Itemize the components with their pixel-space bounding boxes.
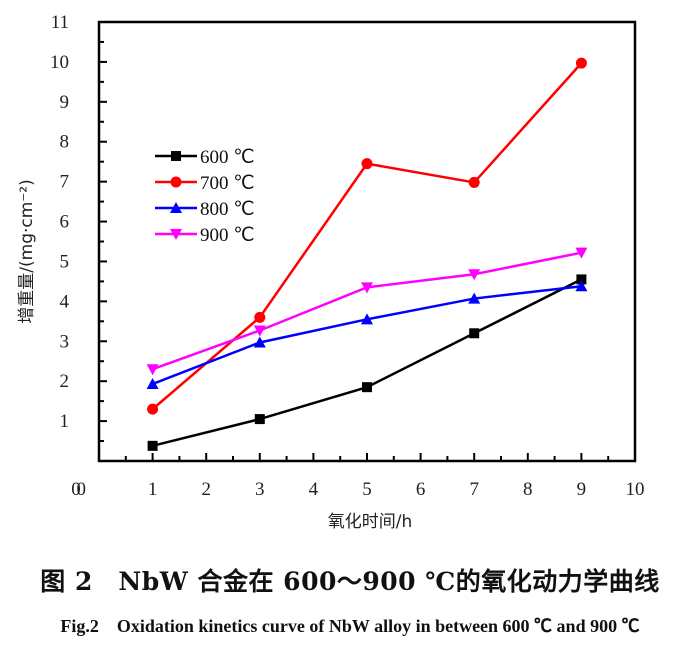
oxidation-kinetics-chart: 0 1 2 3 4 5 6 7 8 9 10 11 0 1 2 3 4 5 6 7 8 9 10 600 ℃ 700 ℃ 800… — [17, 12, 645, 532]
y-tick-label: 8 — [60, 132, 70, 153]
marker-triangle-down — [361, 282, 373, 294]
marker-triangle-up — [361, 313, 373, 325]
axes: 0 1 2 3 4 5 6 7 8 9 10 11 0 1 2 3 4 5 6 7 8 9 10 — [50, 12, 645, 500]
legend: 600 ℃ 700 ℃ 800 ℃ 900 ℃ — [155, 147, 255, 246]
marker-triangle-up — [146, 377, 159, 389]
legend-label: 700 ℃ — [200, 173, 255, 194]
legend-label: 900 ℃ — [200, 225, 255, 246]
y-tick-label: 3 — [60, 331, 70, 352]
x-tick-label: 3 — [255, 479, 265, 500]
x-tick-label: 0 — [71, 479, 81, 500]
marker-circle — [575, 57, 587, 69]
plot-frame — [97, 20, 637, 463]
marker-circle — [254, 311, 266, 323]
series-line — [152, 278, 582, 448]
y-tick-label: 9 — [60, 92, 70, 113]
marker-square — [576, 274, 587, 285]
legend-item: 900 ℃ — [155, 225, 255, 246]
y-tick-label: 11 — [51, 12, 69, 33]
series-800c — [146, 280, 588, 389]
x-tick-label: 6 — [416, 479, 426, 500]
marker-triangle-up — [575, 280, 588, 292]
series-600c — [147, 274, 587, 451]
y-tick-label: 4 — [60, 291, 70, 312]
x-tick-label: 7 — [469, 479, 479, 500]
marker-circle — [147, 403, 159, 415]
x-tick-label: 8 — [523, 479, 533, 500]
marker-triangle-up — [468, 292, 481, 304]
marker-triangle-down — [253, 325, 266, 337]
x-tick-label: 10 — [626, 479, 645, 500]
marker-square — [254, 414, 265, 425]
marker-triangle-down — [575, 247, 588, 259]
x-tick-label: 4 — [309, 479, 319, 500]
x-tick-label: 1 — [148, 479, 158, 500]
marker-circle — [361, 158, 373, 170]
marker-square — [469, 328, 480, 339]
series-900c — [146, 247, 588, 376]
y-tick-label: 7 — [60, 172, 70, 193]
y-tick-label: 6 — [60, 212, 70, 233]
y-axis-title: 增重量/(mg·cm⁻²) — [17, 179, 37, 323]
x-tick-label: 5 — [362, 479, 372, 500]
series-700c — [147, 57, 587, 415]
marker-circle — [468, 176, 480, 188]
series-line — [152, 284, 582, 386]
marker-triangle-up — [170, 202, 182, 213]
marker-triangle-down — [468, 269, 481, 281]
marker-circle — [170, 176, 182, 188]
y-tick-label: 1 — [60, 411, 70, 432]
series-layer — [146, 57, 588, 451]
marker-triangle-down — [170, 229, 182, 240]
marker-triangle-up — [253, 336, 266, 348]
legend-item: 700 ℃ — [155, 173, 255, 194]
x-tick-label: 9 — [577, 479, 587, 500]
legend-item: 800 ℃ — [155, 199, 255, 220]
legend-label: 600 ℃ — [200, 147, 255, 168]
y-tick-label: 2 — [60, 371, 70, 392]
legend-label: 800 ℃ — [200, 199, 255, 220]
y-tick-label: 10 — [50, 52, 69, 73]
marker-square — [171, 151, 181, 161]
marker-triangle-down — [146, 364, 159, 376]
marker-square — [147, 440, 158, 451]
x-axis-title: 氧化时间/h — [328, 512, 413, 532]
x-tick-label: 2 — [201, 479, 211, 500]
figure-caption-chinese: 图 2 NbW 合金在 600～900 ℃的氧化动力学曲线 — [40, 567, 660, 596]
y-tick-label: 0 — [77, 479, 87, 500]
marker-square — [362, 382, 372, 393]
y-tick-label: 5 — [60, 251, 70, 272]
figure-caption-english: Fig.2 Oxidation kinetics curve of NbW al… — [60, 616, 640, 636]
legend-item: 600 ℃ — [155, 147, 255, 168]
